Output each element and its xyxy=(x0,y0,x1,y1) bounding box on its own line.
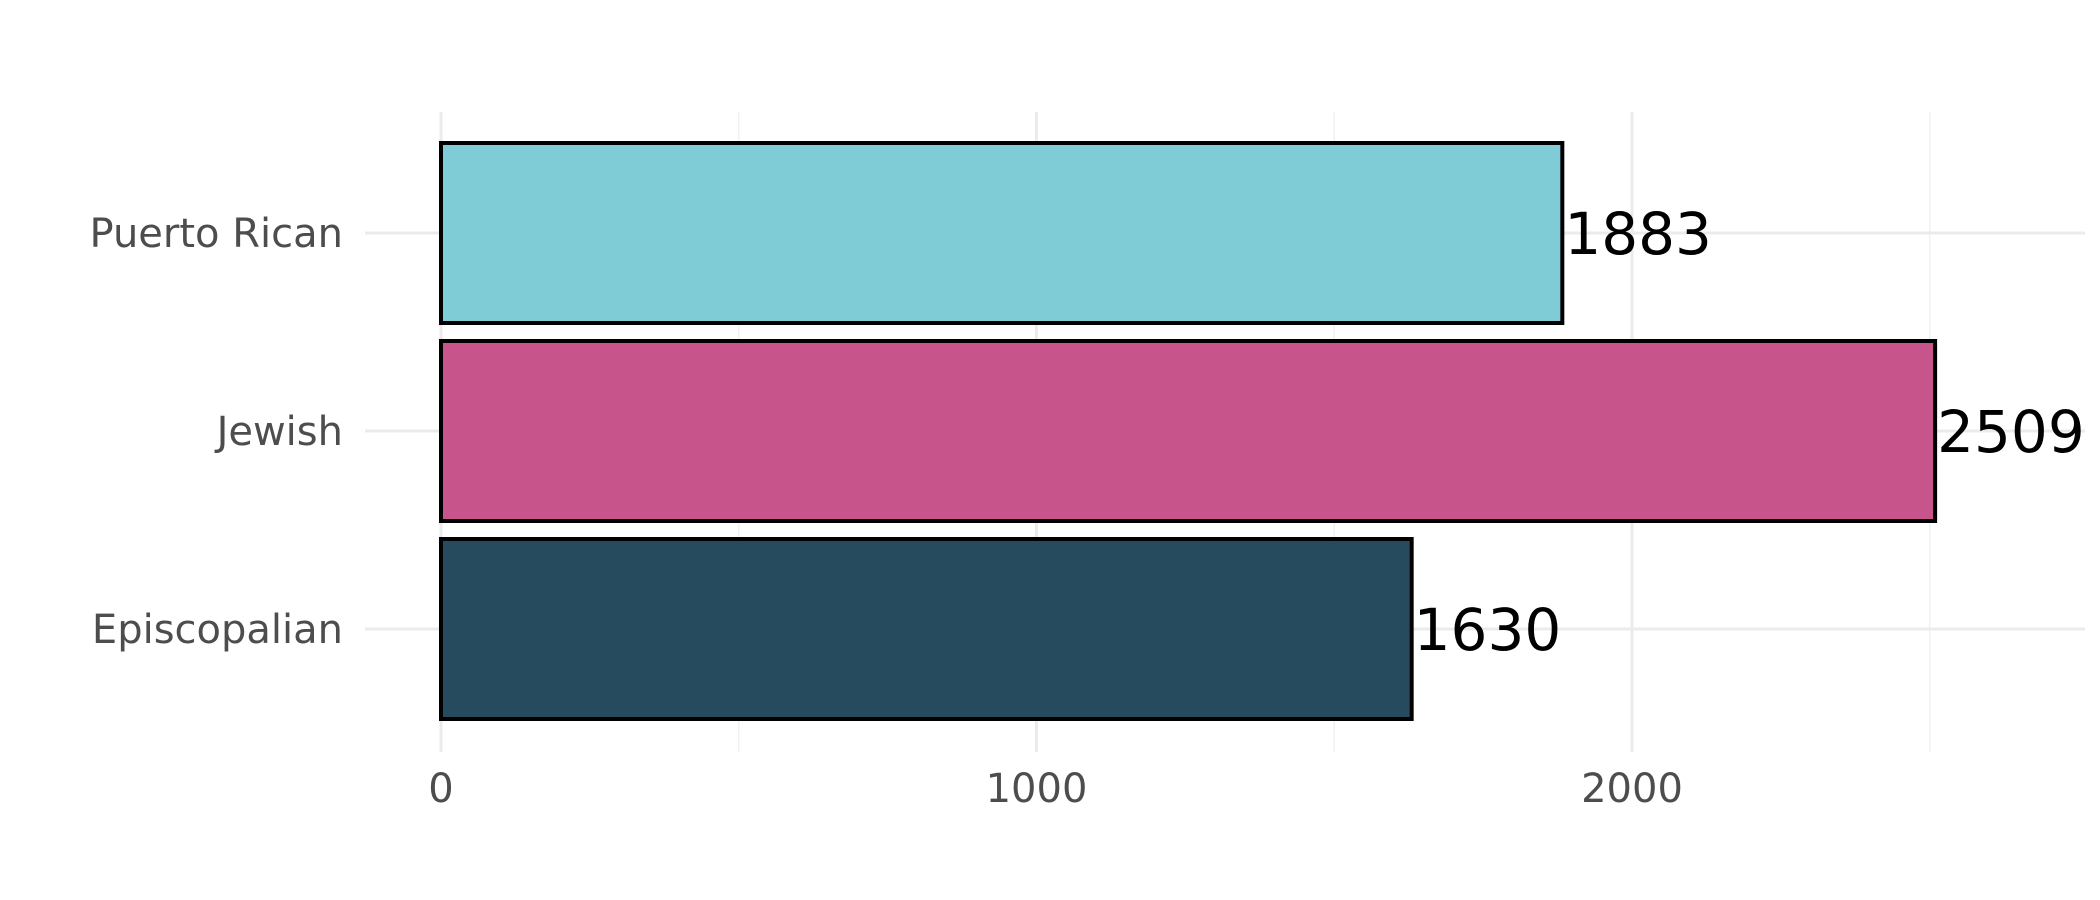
bar-0 xyxy=(439,141,1565,325)
data-label-2: 1630 xyxy=(1414,596,1562,664)
bar-2 xyxy=(439,537,1414,721)
data-label-1: 2509 xyxy=(1937,398,2085,466)
x-tick-label-2: 2000 xyxy=(1581,766,1683,812)
x-tick-label-0: 0 xyxy=(428,766,453,812)
bar-1 xyxy=(439,339,1938,523)
category-axis: Puerto Rican Jewish Episcopalian xyxy=(90,211,343,653)
data-labels: 1883 2509 1630 xyxy=(1414,200,2085,664)
x-tick-label-1: 1000 xyxy=(986,766,1088,812)
category-label-2: Episcopalian xyxy=(92,607,343,653)
bars xyxy=(439,141,1938,721)
data-label-0: 1883 xyxy=(1564,200,1712,268)
category-label-1: Jewish xyxy=(214,409,343,455)
category-label-0: Puerto Rican xyxy=(90,211,343,257)
value-axis: 0 1000 2000 xyxy=(428,766,1683,812)
